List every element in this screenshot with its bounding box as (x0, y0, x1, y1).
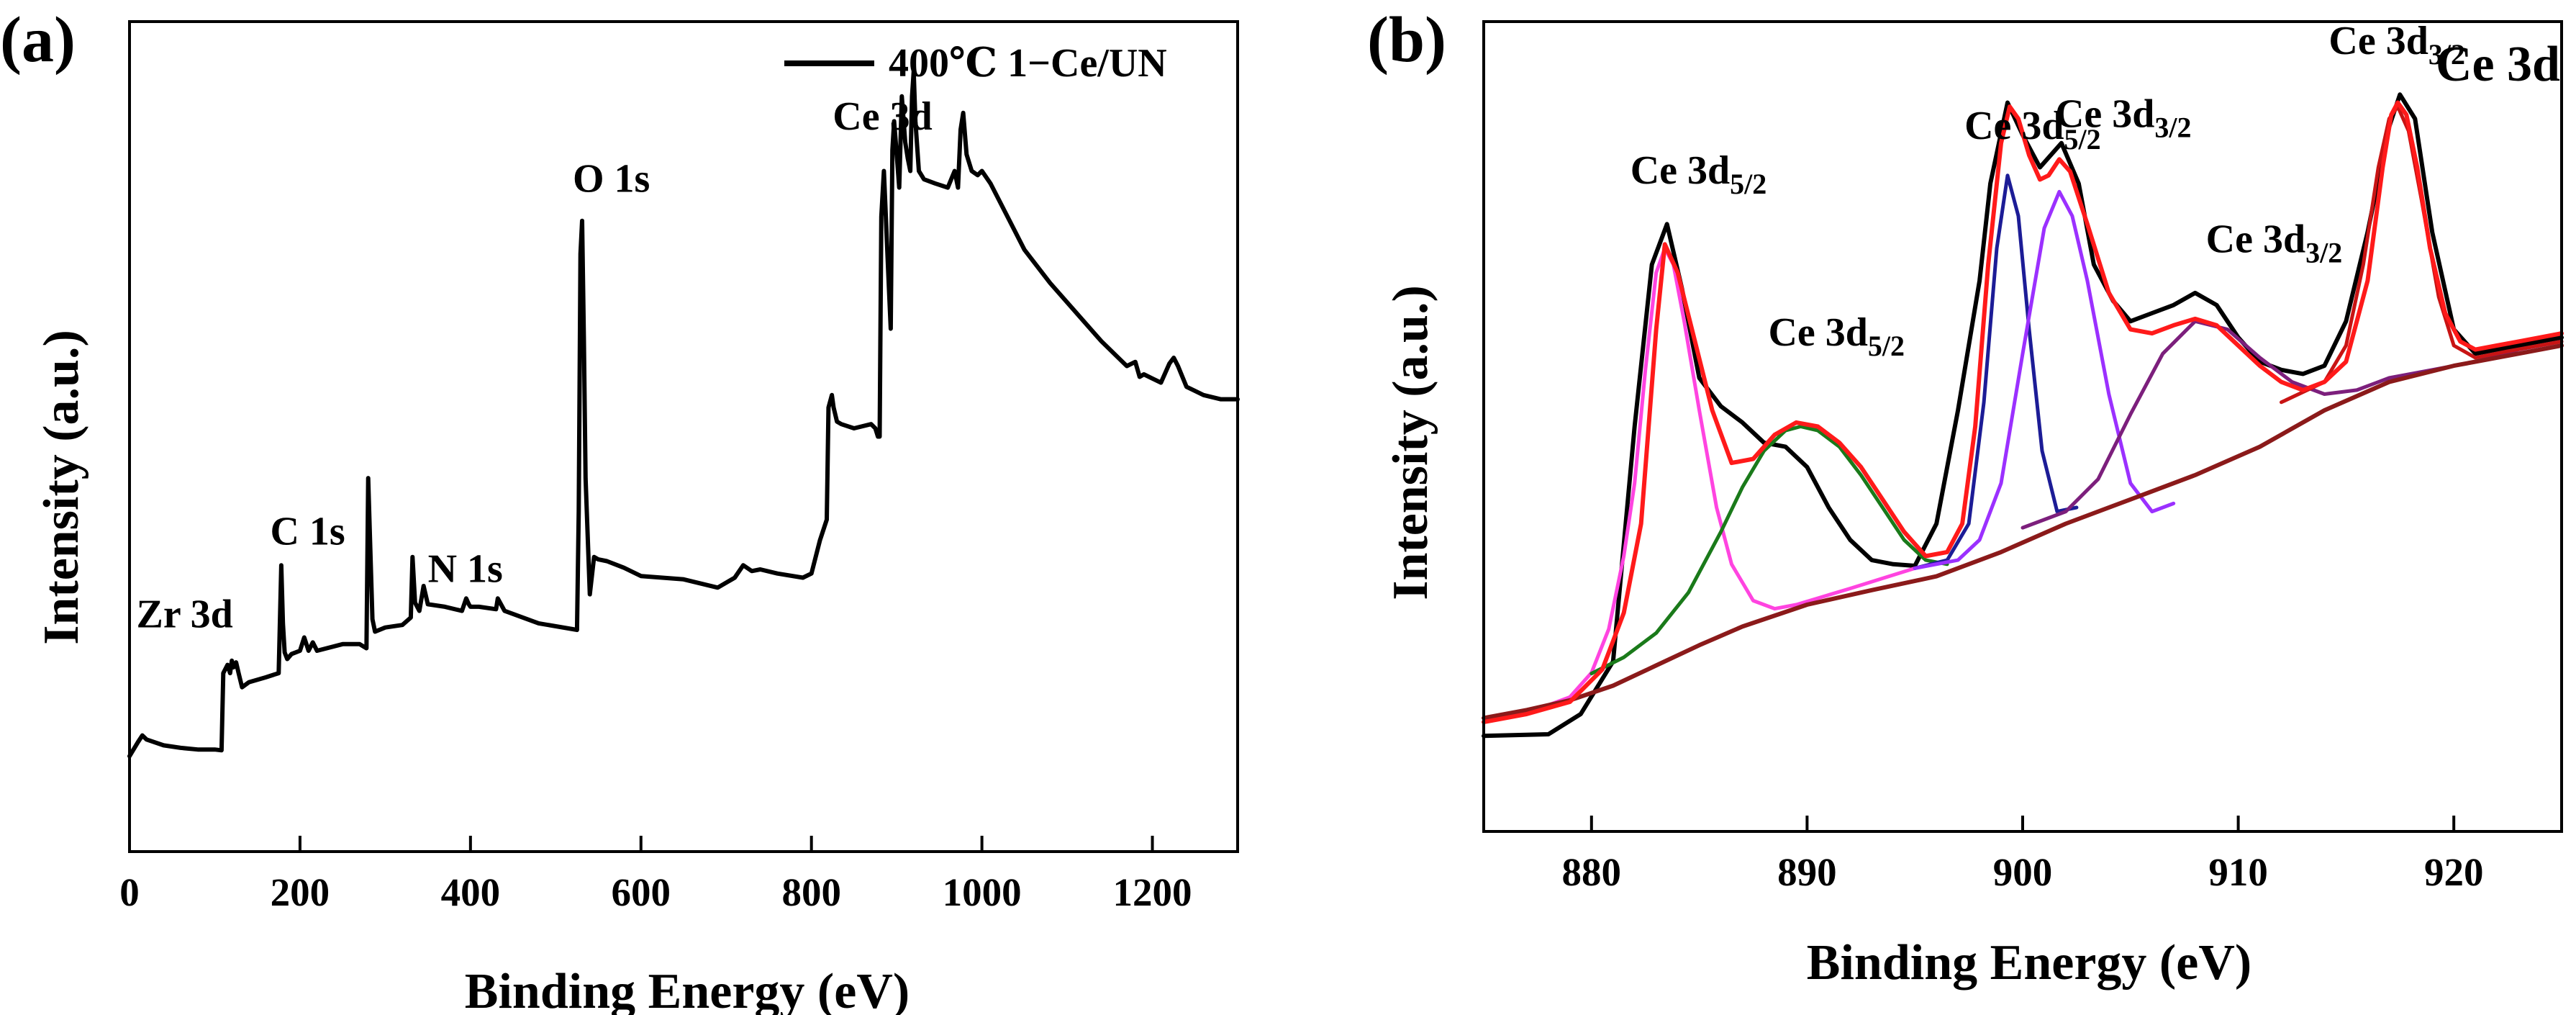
panel-b-annotation-3: Ce 3d3/2 (2055, 91, 2192, 143)
panel-a-legend-label: 400℃ 1−Ce/UN (889, 41, 1167, 86)
annotation-text: Ce 3d (1964, 104, 2064, 148)
panel-b-x-ticks: 880 890 900 910 920 (1562, 816, 2484, 894)
panel-b-x-tick-label: 880 (1562, 850, 1622, 894)
panel-b-annotations: Ce 3d5/2Ce 3d5/2Ce 3d5/2Ce 3d3/2Ce 3d3/2… (1631, 19, 2465, 362)
annotation-subscript: 3/2 (2154, 111, 2191, 143)
panel-b-annotation-2: Ce 3d5/2 (1964, 104, 2101, 155)
panel-b-series-3 (1913, 173, 2079, 570)
panel-a-legend: 400℃ 1−Ce/UN (784, 41, 1167, 86)
panel-a-x-ticks: 0 200 400 600 800 1000 1200 (119, 836, 1192, 914)
panel-a-annotation-0: Zr 3d (136, 592, 232, 637)
panel-a-x-tick-label: 0 (119, 870, 140, 914)
annotation-text: Ce 3d (2328, 19, 2428, 63)
annotation-subscript: 5/2 (1868, 330, 1905, 362)
panel-a-x-tick-label: 600 (612, 870, 671, 914)
panel-b-series-8 (1482, 100, 2564, 725)
annotation-subscript: 3/2 (2305, 237, 2342, 269)
panel-a-annotation-3: O 1s (573, 156, 650, 201)
panel-b-annotation-4: Ce 3d3/2 (2206, 217, 2343, 269)
panel-b-series-6 (2280, 104, 2564, 405)
annotation-subscript: 5/2 (2064, 123, 2101, 155)
panel-a-series-0 (127, 69, 1240, 759)
panel-b-annotation-1: Ce 3d5/2 (1768, 310, 1905, 362)
annotation-text: Ce 3d (1768, 310, 1867, 355)
annotation-text: O 1s (573, 156, 650, 201)
annotation-text: Ce 3d (2206, 217, 2305, 262)
panel-b: (b) Ce 3d Intensity (a.u.) Binding Energ… (1367, 4, 2564, 991)
panel-b-series-7 (1482, 343, 2564, 721)
panel-a-series (127, 69, 1240, 759)
panel-b-xlabel: Binding Energy (eV) (1807, 935, 2251, 991)
panel-b-annotation-5: Ce 3d3/2 (2328, 19, 2465, 71)
panel-a-label: (a) (0, 4, 76, 76)
panel-a-x-tick-label: 800 (781, 870, 841, 914)
panel-a-annotation-4: Ce 3d (833, 94, 932, 139)
panel-a-ylabel: Intensity (a.u.) (34, 330, 89, 645)
panel-b-x-tick-label: 890 (1777, 850, 1837, 894)
panel-b-x-tick-label: 920 (2424, 850, 2484, 894)
panel-a-frame (128, 20, 1239, 853)
panel-b-series (1482, 92, 2564, 739)
annotation-text: C 1s (270, 509, 345, 554)
annotation-text: Ce 3d (833, 94, 932, 139)
panel-b-series-2 (1589, 425, 1949, 676)
panel-a-annotation-1: C 1s (270, 509, 345, 554)
panel-a-xlabel: Binding Energy (eV) (465, 964, 910, 1015)
annotation-text: N 1s (428, 546, 503, 591)
panel-a-x-tick-label: 200 (271, 870, 330, 914)
panel-a-x-tick-label: 1200 (1113, 870, 1192, 914)
panel-b-label: (b) (1367, 4, 1446, 76)
panel-b-x-tick-label: 900 (1993, 850, 2053, 894)
panel-b-ylabel: Intensity (a.u.) (1383, 285, 1438, 600)
panel-b-series-4 (1913, 189, 2176, 570)
panel-a-x-tick-label: 400 (441, 870, 501, 914)
annotation-subscript: 5/2 (1730, 168, 1767, 200)
panel-a: (a) Intensity (a.u.) Binding Energy (eV)… (0, 4, 1240, 1015)
panel-a-annotation-2: N 1s (428, 546, 503, 591)
annotation-text: Zr 3d (136, 592, 232, 637)
panel-b-annotation-0: Ce 3d5/2 (1631, 148, 1767, 200)
panel-b-frame (1482, 20, 2563, 833)
annotation-text: Ce 3d (1631, 148, 1730, 193)
annotation-text: Ce 3d (2055, 91, 2154, 136)
panel-b-x-tick-label: 910 (2208, 850, 2268, 894)
panel-b-title: Ce 3d (2436, 37, 2560, 92)
annotation-subscript: 3/2 (2428, 38, 2465, 71)
panel-a-annotations: Zr 3d C 1s N 1s O 1s Ce 3d (136, 94, 932, 637)
panel-a-x-tick-label: 1000 (943, 870, 1022, 914)
